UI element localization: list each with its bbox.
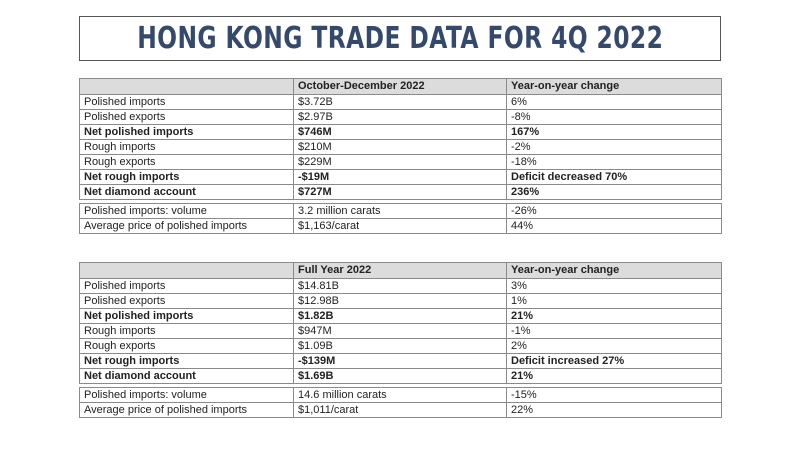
- row-label: Net polished imports: [79, 308, 294, 324]
- table-row: Polished imports: volume 3.2 million cara…: [79, 203, 722, 219]
- row-value: $229M: [293, 154, 507, 170]
- table-row: Polished imports $14.81B 3%: [79, 278, 722, 294]
- column-header: October-December 2022: [293, 78, 507, 95]
- row-label: Polished imports: volume: [79, 203, 294, 219]
- row-label: Polished exports: [79, 293, 294, 309]
- row-label: Rough exports: [79, 154, 294, 170]
- row-value: $1.82B: [293, 308, 507, 324]
- row-label: Polished imports: volume: [79, 387, 294, 403]
- row-value: 14.6 million carats: [293, 387, 507, 403]
- row-value: $746M: [293, 124, 507, 140]
- row-label: Polished imports: [79, 94, 294, 110]
- row-label: Average price of polished imports: [79, 218, 294, 234]
- table-row: Net rough imports -$139M Deficit increased…: [79, 353, 722, 369]
- column-header: Full Year 2022: [293, 262, 507, 279]
- row-label: Rough imports: [79, 139, 294, 155]
- row-change: 6%: [506, 94, 722, 110]
- table-header-row: October-December 2022 Year-on-year change: [79, 78, 722, 95]
- row-label: Net polished imports: [79, 124, 294, 140]
- row-value: $1.09B: [293, 338, 507, 354]
- row-value: $947M: [293, 323, 507, 339]
- table-row: Net polished imports $746M 167%: [79, 124, 722, 140]
- table-row: Rough exports $1.09B 2%: [79, 338, 722, 354]
- column-header: Year-on-year change: [506, 262, 722, 279]
- row-change: 21%: [506, 368, 722, 384]
- row-change: 1%: [506, 293, 722, 309]
- row-change: 2%: [506, 338, 722, 354]
- page-title: HONG KONG TRADE DATA FOR 4Q 2022: [136, 21, 664, 56]
- row-change: -1%: [506, 323, 722, 339]
- row-value: $12.98B: [293, 293, 507, 309]
- row-change: 3%: [506, 278, 722, 294]
- row-value: $14.81B: [293, 278, 507, 294]
- row-label: Average price of polished imports: [79, 402, 294, 418]
- table-row: Net polished imports $1.82B 21%: [79, 308, 722, 324]
- row-change: 167%: [506, 124, 722, 140]
- column-header: [79, 262, 294, 279]
- table-row: Net rough imports -$19M Deficit decreased …: [79, 169, 722, 185]
- row-change: -2%: [506, 139, 722, 155]
- row-label: Net rough imports: [79, 169, 294, 185]
- table-row: Average price of polished imports $1,163/…: [79, 218, 722, 234]
- row-change: Deficit increased 27%: [506, 353, 722, 369]
- table-row: Rough exports $229M -18%: [79, 154, 722, 170]
- table-row: Rough imports $210M -2%: [79, 139, 722, 155]
- row-change: -18%: [506, 154, 722, 170]
- row-change: -15%: [506, 387, 722, 403]
- row-value: $2.97B: [293, 109, 507, 125]
- table-row: Net diamond account $727M 236%: [79, 184, 722, 200]
- row-label: Polished imports: [79, 278, 294, 294]
- table-row: Polished imports $3.72B 6%: [79, 94, 722, 110]
- row-label: Net diamond account: [79, 184, 294, 200]
- row-value: $3.72B: [293, 94, 507, 110]
- table-row: Rough imports $947M -1%: [79, 323, 722, 339]
- row-label: Rough exports: [79, 338, 294, 354]
- row-label: Net diamond account: [79, 368, 294, 384]
- table-row: Polished exports $2.97B -8%: [79, 109, 722, 125]
- table-row: Polished imports: volume 14.6 million car…: [79, 387, 722, 403]
- column-header: [79, 78, 294, 95]
- row-label: Polished exports: [79, 109, 294, 125]
- table-row: Polished exports $12.98B 1%: [79, 293, 722, 309]
- row-change: 44%: [506, 218, 722, 234]
- row-change: Deficit decreased 70%: [506, 169, 722, 185]
- row-value: -$139M: [293, 353, 507, 369]
- full-year-trade-table: Full Year 2022 Year-on-year change Polish…: [79, 262, 722, 418]
- row-value: $210M: [293, 139, 507, 155]
- row-value: $727M: [293, 184, 507, 200]
- row-change: -8%: [506, 109, 722, 125]
- row-label: Net rough imports: [79, 353, 294, 369]
- row-label: Rough imports: [79, 323, 294, 339]
- table-header-row: Full Year 2022 Year-on-year change: [79, 262, 722, 279]
- table-row: Net diamond account $1.69B 21%: [79, 368, 722, 384]
- row-change: -26%: [506, 203, 722, 219]
- row-change: 21%: [506, 308, 722, 324]
- column-header: Year-on-year change: [506, 78, 722, 95]
- row-value: $1.69B: [293, 368, 507, 384]
- row-value: -$19M: [293, 169, 507, 185]
- row-value: $1,163/carat: [293, 218, 507, 234]
- title-box: HONG KONG TRADE DATA FOR 4Q 2022: [79, 16, 721, 61]
- table-row: Average price of polished imports $1,011/…: [79, 402, 722, 418]
- row-change: 22%: [506, 402, 722, 418]
- row-value: 3.2 million carats: [293, 203, 507, 219]
- row-change: 236%: [506, 184, 722, 200]
- quarterly-trade-table: October-December 2022 Year-on-year change…: [79, 78, 722, 234]
- row-value: $1,011/carat: [293, 402, 507, 418]
